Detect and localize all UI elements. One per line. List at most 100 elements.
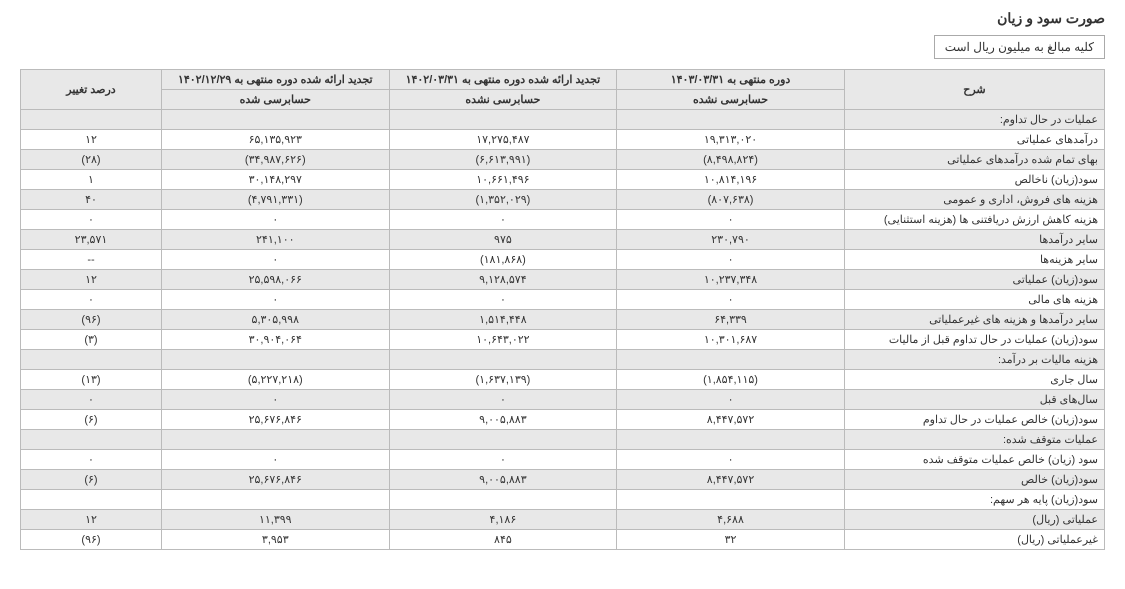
row-value-c1: ۱۹,۳۱۳,۰۲۰ (617, 130, 845, 150)
row-value-c3 (161, 430, 389, 450)
row-value-pct: ۰ (21, 210, 162, 230)
row-value-c3: ۳,۹۵۳ (161, 530, 389, 550)
income-statement-table: شرح دوره منتهی به ۱۴۰۳/۰۳/۳۱ تجدید ارائه… (20, 69, 1105, 550)
row-description: عملیات در حال تداوم: (844, 110, 1104, 130)
row-value-c1 (617, 350, 845, 370)
row-value-c2: ۹,۰۰۵,۸۸۳ (389, 410, 617, 430)
row-value-c2: ۰ (389, 450, 617, 470)
row-value-c1: ۲۳۰,۷۹۰ (617, 230, 845, 250)
row-value-pct (21, 110, 162, 130)
row-value-c1 (617, 110, 845, 130)
col-description: شرح (844, 70, 1104, 110)
row-value-c2: ۱,۵۱۴,۴۴۸ (389, 310, 617, 330)
row-value-c2: ۹۷۵ (389, 230, 617, 250)
row-value-c1: (۸,۴۹۸,۸۲۴) (617, 150, 845, 170)
row-description: غیرعملیاتی (ریال) (844, 530, 1104, 550)
row-description: سایر درآمدها و هزینه های غیرعملیاتی (844, 310, 1104, 330)
row-description: هزینه کاهش ارزش دریافتنی ها (هزینه استثن… (844, 210, 1104, 230)
row-value-c3: ۰ (161, 390, 389, 410)
row-description: هزینه های فروش، اداری و عمومی (844, 190, 1104, 210)
row-value-c2: ۰ (389, 290, 617, 310)
table-row: سال جاری(۱,۸۵۴,۱۱۵)(۱,۶۳۷,۱۳۹)(۵,۲۲۷,۲۱۸… (21, 370, 1105, 390)
row-value-pct: (۲۸) (21, 150, 162, 170)
row-value-c2: (۱,۶۳۷,۱۳۹) (389, 370, 617, 390)
col-period3-sub: حسابرسی شده (161, 90, 389, 110)
row-value-pct: ۲۳,۵۷۱ (21, 230, 162, 250)
row-value-pct: (۹۶) (21, 530, 162, 550)
row-value-pct (21, 350, 162, 370)
row-value-c2 (389, 490, 617, 510)
row-value-c1: ۶۴,۳۳۹ (617, 310, 845, 330)
row-description: سال‌های قبل (844, 390, 1104, 410)
col-period1-sub: حسابرسی نشده (617, 90, 845, 110)
col-period1: دوره منتهی به ۱۴۰۳/۰۳/۳۱ (617, 70, 845, 90)
table-row: بهای تمام شده درآمدهای عملیاتی(۸,۴۹۸,۸۲۴… (21, 150, 1105, 170)
row-description: سایر درآمدها (844, 230, 1104, 250)
row-value-c1: ۳۲ (617, 530, 845, 550)
row-value-c2: ۹,۱۲۸,۵۷۴ (389, 270, 617, 290)
row-value-c2: (۶,۶۱۳,۹۹۱) (389, 150, 617, 170)
row-value-c3: ۰ (161, 250, 389, 270)
row-value-c1: ۰ (617, 390, 845, 410)
table-row: عملیاتی (ریال)۴,۶۸۸۴,۱۸۶۱۱,۳۹۹۱۲ (21, 510, 1105, 530)
row-value-c2: ۱۰,۶۶۱,۴۹۶ (389, 170, 617, 190)
row-value-c3: ۲۵,۶۷۶,۸۴۶ (161, 470, 389, 490)
row-value-c3: (۴,۷۹۱,۳۳۱) (161, 190, 389, 210)
row-value-pct (21, 430, 162, 450)
table-row: سود(زیان) ناخالص۱۰,۸۱۴,۱۹۶۱۰,۶۶۱,۴۹۶۳۰,۱… (21, 170, 1105, 190)
row-value-c1: ۰ (617, 210, 845, 230)
row-description: بهای تمام شده درآمدهای عملیاتی (844, 150, 1104, 170)
row-value-c2: ۰ (389, 210, 617, 230)
table-row: هزینه های فروش، اداری و عمومی(۸۰۷,۶۳۸)(۱… (21, 190, 1105, 210)
table-row: هزینه مالیات بر درآمد: (21, 350, 1105, 370)
row-value-c1: ۰ (617, 450, 845, 470)
row-value-c1: ۸,۴۴۷,۵۷۲ (617, 410, 845, 430)
row-value-c3: ۱۱,۳۹۹ (161, 510, 389, 530)
row-value-pct: (۶) (21, 410, 162, 430)
table-row: سایر درآمدها و هزینه های غیرعملیاتی۶۴,۳۳… (21, 310, 1105, 330)
col-pct-change: درصد تغییر (21, 70, 162, 110)
row-value-pct: ۰ (21, 290, 162, 310)
row-value-c1: ۸,۴۴۷,۵۷۲ (617, 470, 845, 490)
row-value-pct: ۰ (21, 450, 162, 470)
row-value-pct: ۱۲ (21, 130, 162, 150)
row-value-c3 (161, 490, 389, 510)
row-value-pct: (۱۳) (21, 370, 162, 390)
table-row: سود (زیان) خالص عملیات متوقف شده۰۰۰۰ (21, 450, 1105, 470)
row-value-c2: ۹,۰۰۵,۸۸۳ (389, 470, 617, 490)
page-title: صورت سود و زیان (20, 10, 1105, 27)
table-row: سود(زیان) عملیاتی۱۰,۲۳۷,۳۴۸۹,۱۲۸,۵۷۴۲۵,۵… (21, 270, 1105, 290)
row-description: سود(زیان) عملیاتی (844, 270, 1104, 290)
row-description: عملیات متوقف شده: (844, 430, 1104, 450)
table-row: سود(زیان) خالص۸,۴۴۷,۵۷۲۹,۰۰۵,۸۸۳۲۵,۶۷۶,۸… (21, 470, 1105, 490)
row-value-pct: ۱ (21, 170, 162, 190)
row-value-c2: ۸۴۵ (389, 530, 617, 550)
row-value-c3: ۲۵,۶۷۶,۸۴۶ (161, 410, 389, 430)
table-row: عملیات در حال تداوم: (21, 110, 1105, 130)
row-value-pct: ۱۲ (21, 270, 162, 290)
table-row: سال‌های قبل۰۰۰۰ (21, 390, 1105, 410)
table-row: سود(زیان) عملیات در حال تداوم قبل از مال… (21, 330, 1105, 350)
row-value-c3: ۶۵,۱۳۵,۹۲۳ (161, 130, 389, 150)
row-value-c3: ۰ (161, 210, 389, 230)
row-value-c2 (389, 350, 617, 370)
row-value-pct: (۳) (21, 330, 162, 350)
row-value-c3: ۰ (161, 450, 389, 470)
row-value-c3 (161, 110, 389, 130)
row-value-c3 (161, 350, 389, 370)
row-description: سود(زیان) خالص (844, 470, 1104, 490)
row-description: سود(زیان) ناخالص (844, 170, 1104, 190)
row-value-c2: (۱۸۱,۸۶۸) (389, 250, 617, 270)
table-row: سود(زیان) خالص عملیات در حال تداوم۸,۴۴۷,… (21, 410, 1105, 430)
row-value-pct: ۰ (21, 390, 162, 410)
row-value-c3: ۳۰,۱۴۸,۲۹۷ (161, 170, 389, 190)
table-row: سایر درآمدها۲۳۰,۷۹۰۹۷۵۲۴۱,۱۰۰۲۳,۵۷۱ (21, 230, 1105, 250)
row-value-c1: ۴,۶۸۸ (617, 510, 845, 530)
row-value-c3: ۰ (161, 290, 389, 310)
row-value-pct (21, 490, 162, 510)
row-value-c3: ۵,۳۰۵,۹۹۸ (161, 310, 389, 330)
table-row: سود(زیان) پایه هر سهم: (21, 490, 1105, 510)
row-value-c2: ۱۰,۶۴۳,۰۲۲ (389, 330, 617, 350)
row-description: هزینه های مالی (844, 290, 1104, 310)
table-row: عملیات متوقف شده: (21, 430, 1105, 450)
